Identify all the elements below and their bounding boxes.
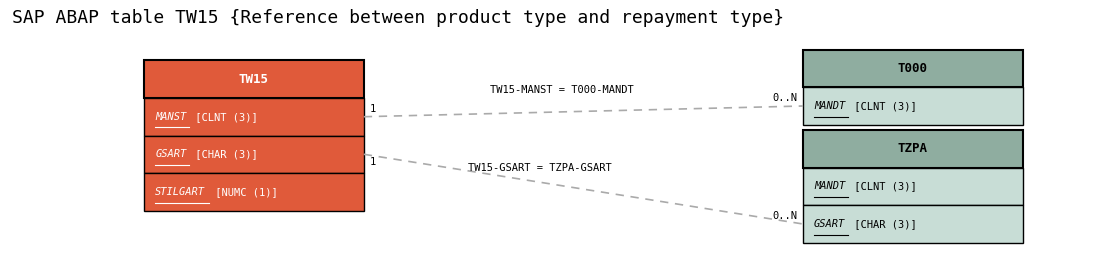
Text: GSART: GSART <box>155 149 186 159</box>
Text: 0..N: 0..N <box>773 93 797 103</box>
Text: [CHAR (3)]: [CHAR (3)] <box>848 219 916 229</box>
Text: 1: 1 <box>369 104 375 114</box>
Text: TW15-GSART = TZPA-GSART: TW15-GSART = TZPA-GSART <box>468 163 611 173</box>
Text: [NUMC (1)]: [NUMC (1)] <box>209 187 277 197</box>
Text: TW15-MANST = T000-MANDT: TW15-MANST = T000-MANDT <box>490 85 633 95</box>
FancyBboxPatch shape <box>144 173 363 211</box>
FancyBboxPatch shape <box>803 168 1023 205</box>
Text: [CLNT (3)]: [CLNT (3)] <box>848 101 916 111</box>
Text: STILGART: STILGART <box>155 187 205 197</box>
Text: MANST: MANST <box>155 112 186 122</box>
Text: [CLNT (3)]: [CLNT (3)] <box>188 112 258 122</box>
FancyBboxPatch shape <box>803 130 1023 168</box>
Text: TZPA: TZPA <box>898 143 928 155</box>
FancyBboxPatch shape <box>803 50 1023 87</box>
Text: TW15: TW15 <box>239 73 269 86</box>
Text: 0..N: 0..N <box>773 211 797 221</box>
FancyBboxPatch shape <box>144 98 363 136</box>
Text: SAP ABAP table TW15 {Reference between product type and repayment type}: SAP ABAP table TW15 {Reference between p… <box>12 9 785 27</box>
Text: MANDT: MANDT <box>814 182 846 192</box>
FancyBboxPatch shape <box>803 87 1023 125</box>
FancyBboxPatch shape <box>803 205 1023 243</box>
Text: [CHAR (3)]: [CHAR (3)] <box>188 149 258 159</box>
Text: MANDT: MANDT <box>814 101 846 111</box>
Text: 1: 1 <box>369 157 375 167</box>
Text: [CLNT (3)]: [CLNT (3)] <box>848 182 916 192</box>
FancyBboxPatch shape <box>144 136 363 173</box>
FancyBboxPatch shape <box>144 60 363 98</box>
Text: T000: T000 <box>898 62 928 75</box>
Text: GSART: GSART <box>814 219 846 229</box>
